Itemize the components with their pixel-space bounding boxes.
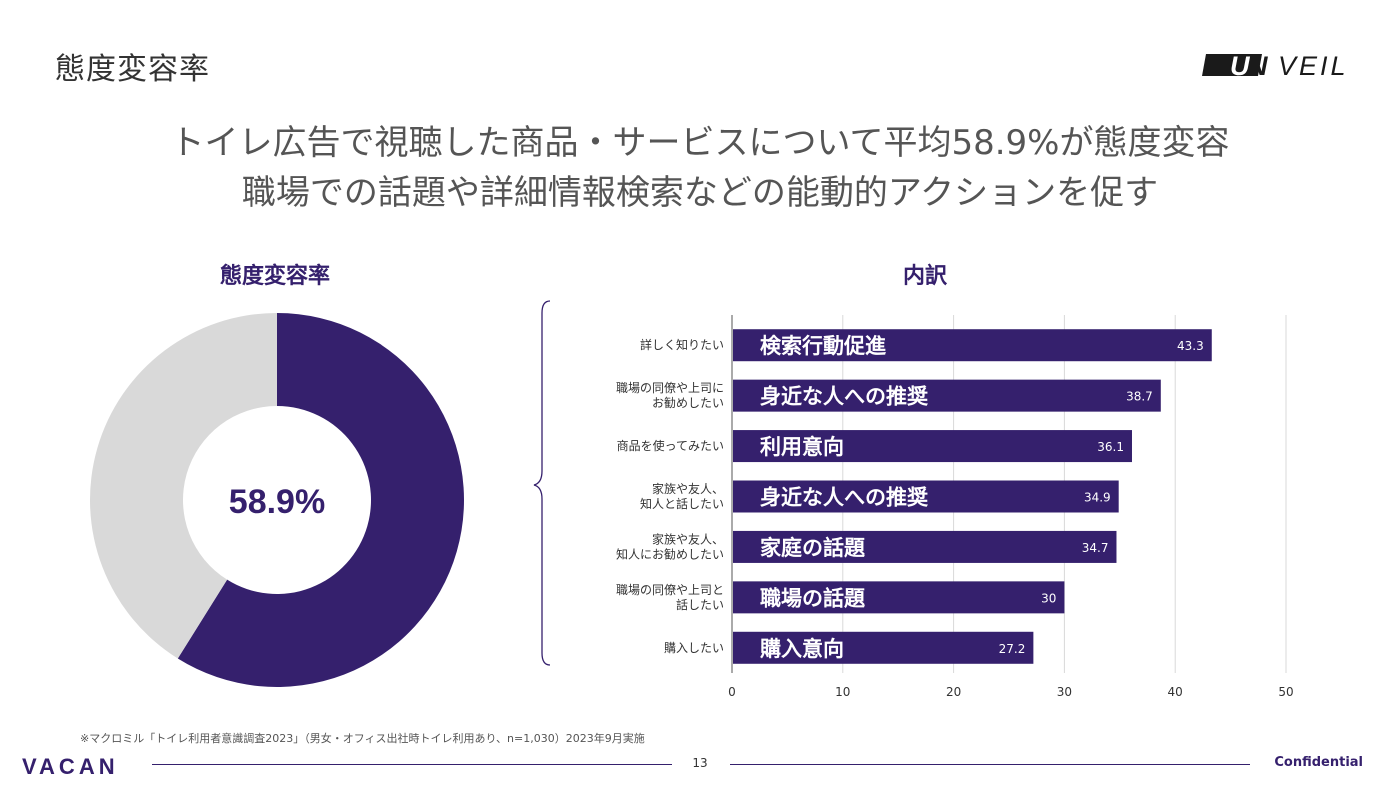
page-number: 13 [692, 756, 708, 770]
bar-chart-title: 内訳 [902, 264, 947, 289]
confidential-label: Confidential [1274, 755, 1363, 770]
category-label: 商品を使ってみたい [617, 438, 724, 453]
bar [733, 581, 1065, 614]
bar-label: 家庭の話題 [760, 536, 866, 560]
value-label: 43.3 [1177, 339, 1204, 353]
donut-center-label: 58.9% [229, 483, 325, 521]
category-label: 知人にお勧めしたい [616, 547, 724, 561]
brace-icon [533, 300, 551, 666]
vacan-logo: VACAN [22, 754, 119, 777]
x-tick-label: 50 [1278, 685, 1293, 699]
donut-chart: 58.9% [90, 313, 464, 687]
headline: トイレ広告で視聴した商品・サービスについて平均58.9%が態度変容 職場での話題… [0, 118, 1400, 218]
category-label: お勧めしたい [652, 396, 724, 410]
value-label: 36.1 [1097, 440, 1124, 454]
svg-text:VACAN: VACAN [22, 754, 119, 777]
value-label: 38.7 [1126, 390, 1153, 404]
footer-divider-left [152, 764, 672, 765]
bar-label: 購入意向 [759, 637, 844, 661]
bar-label: 職場の話題 [760, 586, 866, 610]
bar [733, 329, 1212, 362]
footnote: ※マクロミル「トイレ利用者意識調査2023」（男女・オフィス出社時トイレ利用あり… [80, 732, 645, 745]
svg-text:N: N [1248, 51, 1268, 80]
bar [733, 379, 1161, 412]
donut-chart-title: 態度変容率 [219, 264, 330, 289]
category-label: 家族や友人、 [652, 481, 724, 496]
donut-slice [90, 313, 277, 659]
category-label: 知人と話したい [640, 496, 724, 511]
bar [733, 480, 1119, 513]
x-tick-label: 30 [1057, 685, 1072, 699]
bar-label: 利用意向 [760, 435, 844, 459]
bar [733, 430, 1132, 463]
bar [733, 530, 1117, 563]
value-label: 30 [1041, 591, 1056, 605]
category-label: 職場の同僚や上司と [616, 582, 724, 597]
category-label: 購入したい [664, 641, 724, 655]
x-tick-label: 10 [835, 685, 850, 699]
category-label: 家族や友人、 [652, 531, 724, 546]
svg-text:VEIL: VEIL [1278, 51, 1349, 80]
value-label: 34.9 [1084, 491, 1111, 505]
unveil-logo: U N VEIL [1202, 51, 1349, 80]
category-label: 詳しく知りたい [640, 337, 724, 352]
footer-divider-right [730, 764, 1250, 765]
bar [733, 631, 1034, 664]
bar-label: 身近な人への推奨 [760, 385, 929, 409]
bar-label: 身近な人への推奨 [760, 486, 929, 510]
headline-line-1: トイレ広告で視聴した商品・サービスについて平均58.9%が態度変容 [170, 123, 1230, 163]
category-label: 話したい [676, 597, 724, 612]
headline-line-2: 職場での話題や詳細情報検索などの能動的アクションを促す [241, 173, 1159, 213]
value-label: 34.7 [1082, 541, 1109, 555]
x-tick-label: 40 [1168, 685, 1183, 699]
x-tick-label: 20 [946, 685, 961, 699]
value-label: 27.2 [999, 642, 1026, 656]
slide-title: 態度変容率 [55, 52, 210, 87]
donut-slice [177, 313, 464, 687]
category-label: 職場の同僚や上司に [616, 380, 724, 395]
bar-label: 検索行動促進 [760, 334, 886, 358]
x-tick-label: 0 [728, 685, 736, 699]
svg-text:U: U [1230, 51, 1251, 80]
